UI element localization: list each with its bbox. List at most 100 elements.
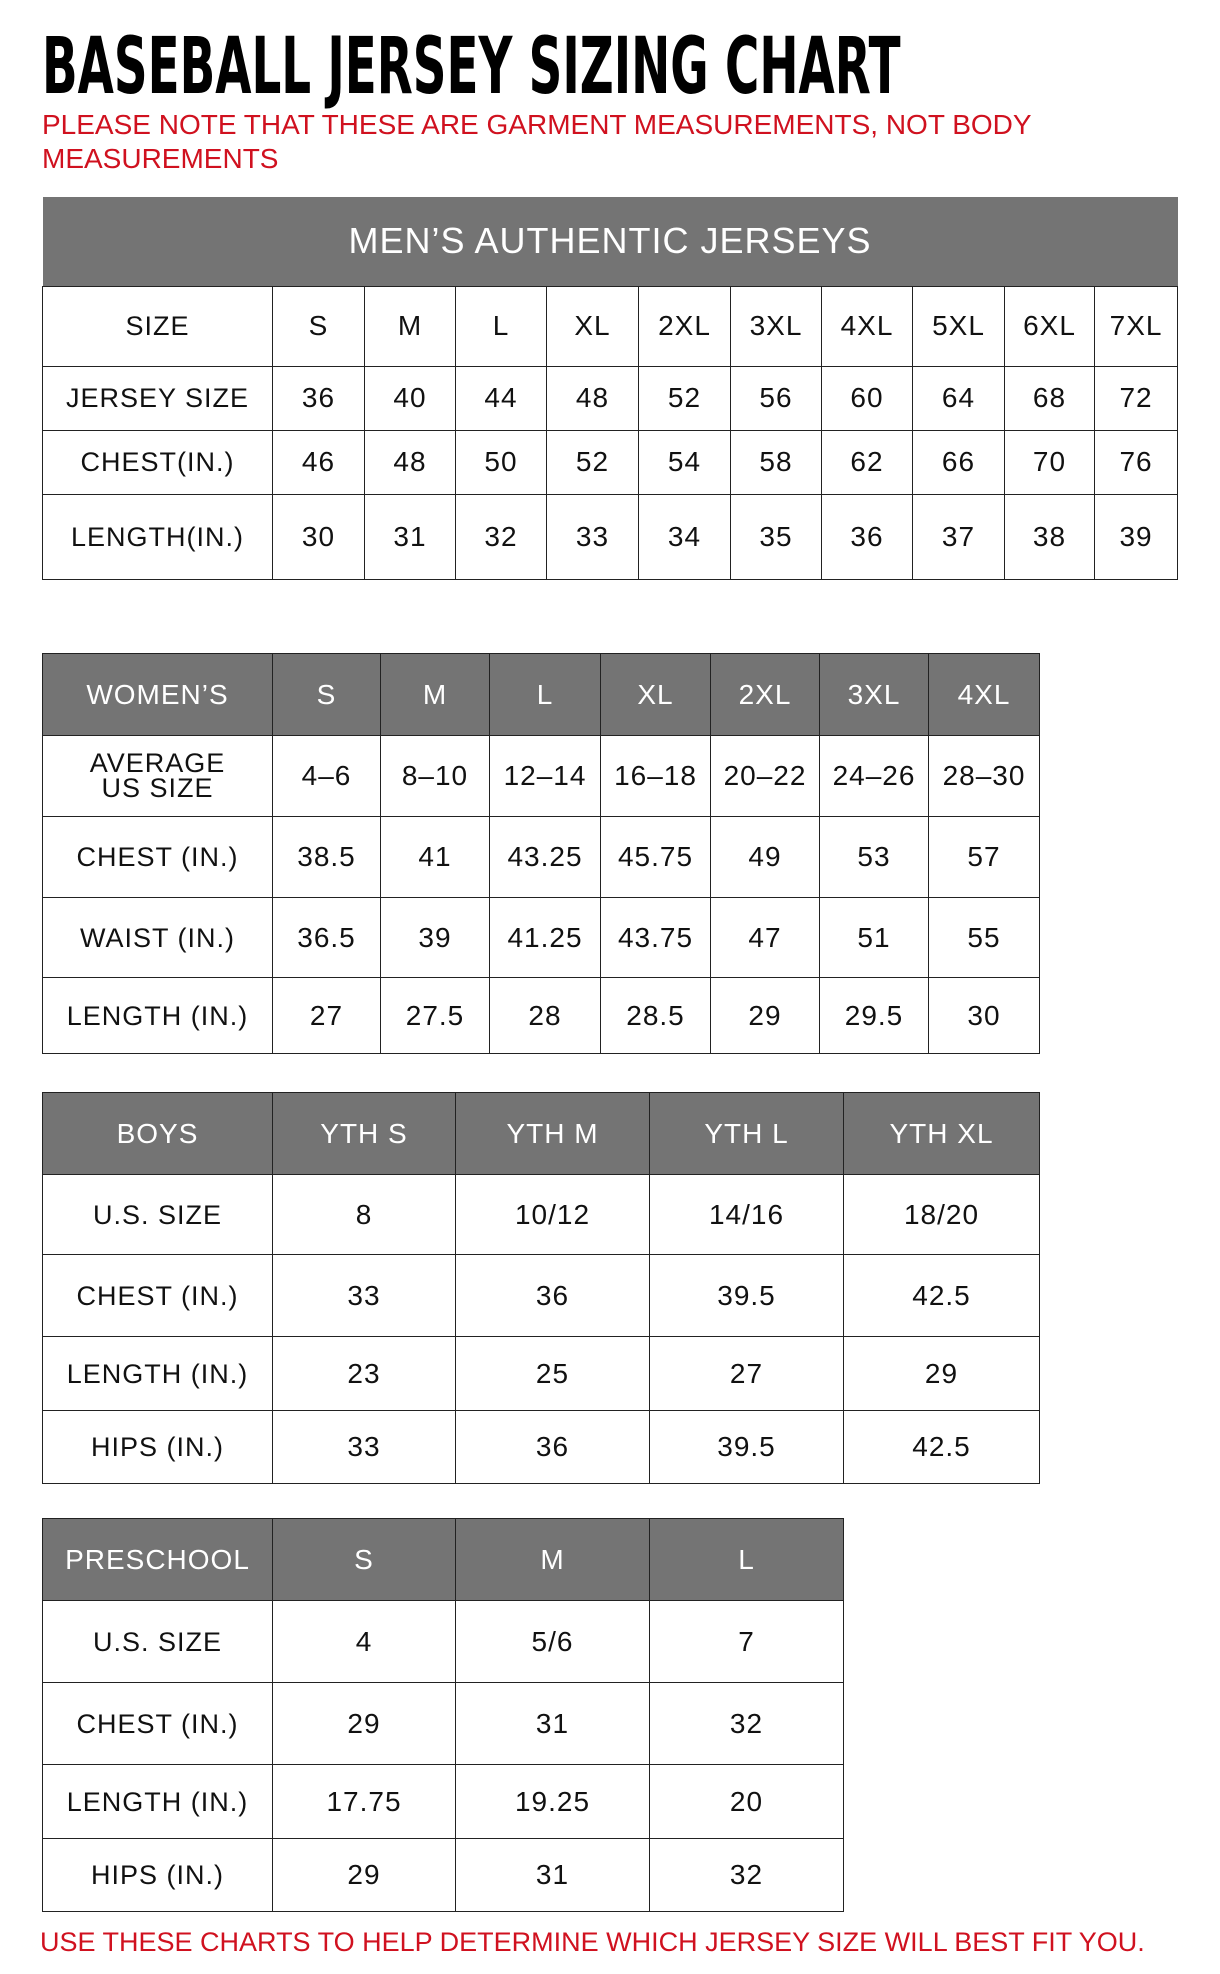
row-label-cell: LENGTH (IN.) bbox=[42, 977, 273, 1054]
value-cell: 7 bbox=[649, 1600, 844, 1683]
value-cell: 20–22 bbox=[710, 735, 820, 817]
value-cell: 8–10 bbox=[380, 735, 490, 817]
table-row: WAIST (IN.) 36.5 39 41.25 43.75 47 51 55 bbox=[42, 897, 1040, 978]
size-header-cell: 4XL bbox=[928, 653, 1040, 736]
value-cell: 42.5 bbox=[843, 1410, 1040, 1484]
header-label-cell: PRESCHOOL bbox=[42, 1518, 273, 1601]
table-row: LENGTH(IN.) 30 31 32 33 34 35 36 37 38 39 bbox=[42, 493, 1179, 580]
size-header-cell: M bbox=[380, 653, 490, 736]
size-header-cell: YTH M bbox=[455, 1092, 650, 1175]
value-cell: 37 bbox=[912, 493, 1005, 580]
size-header-cell: 2XL bbox=[638, 285, 731, 367]
value-cell: 33 bbox=[272, 1410, 456, 1484]
size-header-cell: 4XL bbox=[821, 285, 913, 367]
table-header-row: SIZE S M L XL 2XL 3XL 4XL 5XL 6XL 7XL bbox=[42, 285, 1179, 367]
size-header-cell: L bbox=[455, 285, 547, 367]
value-cell: 44 bbox=[455, 365, 547, 431]
size-header-cell: XL bbox=[546, 285, 639, 367]
value-cell: 10/12 bbox=[455, 1174, 650, 1255]
value-cell: 19.25 bbox=[455, 1764, 650, 1839]
page-title: BASEBALL JERSEY SIZING CHART bbox=[42, 22, 901, 112]
table-row: LENGTH (IN.) 27 27.5 28 28.5 29 29.5 30 bbox=[42, 977, 1040, 1054]
size-header-cell: L bbox=[649, 1518, 844, 1601]
value-cell: 30 bbox=[272, 493, 365, 580]
value-cell: 36 bbox=[272, 365, 365, 431]
row-label-cell: CHEST (IN.) bbox=[42, 1682, 273, 1765]
size-header-cell: S bbox=[272, 653, 381, 736]
value-cell: 18/20 bbox=[843, 1174, 1040, 1255]
value-cell: 56 bbox=[730, 365, 822, 431]
table-header-row: BOYS YTH S YTH M YTH L YTH XL bbox=[42, 1092, 1040, 1175]
garment-measurement-note: PLEASE NOTE THAT THESE ARE GARMENT MEASU… bbox=[42, 109, 1032, 174]
table-row: LENGTH (IN.) 23 25 27 29 bbox=[42, 1336, 1040, 1411]
table-header-row: PRESCHOOL S M L bbox=[42, 1518, 844, 1601]
value-cell: 16–18 bbox=[600, 735, 711, 817]
value-cell: 64 bbox=[912, 365, 1005, 431]
value-cell: 27 bbox=[649, 1336, 844, 1411]
value-cell: 4–6 bbox=[272, 735, 381, 817]
value-cell: 62 bbox=[821, 429, 913, 495]
table-row: CHEST (IN.) 33 36 39.5 42.5 bbox=[42, 1254, 1040, 1337]
value-cell: 32 bbox=[649, 1682, 844, 1765]
value-cell: 55 bbox=[928, 897, 1040, 978]
row-label-cell: CHEST (IN.) bbox=[42, 816, 273, 898]
value-cell: 27.5 bbox=[380, 977, 490, 1054]
value-cell: 39 bbox=[380, 897, 490, 978]
table-row: CHEST(IN.) 46 48 50 52 54 58 62 66 70 76 bbox=[42, 429, 1179, 495]
value-cell: 39 bbox=[1093, 493, 1179, 580]
value-cell: 52 bbox=[638, 365, 731, 431]
value-cell: 36 bbox=[455, 1410, 650, 1484]
value-cell: 31 bbox=[455, 1682, 650, 1765]
mens-table-title: MEN’S AUTHENTIC JERSEYS bbox=[42, 197, 1178, 287]
value-cell: 29 bbox=[272, 1682, 456, 1765]
value-cell: 70 bbox=[1004, 429, 1095, 495]
value-cell: 32 bbox=[455, 493, 547, 580]
value-cell: 23 bbox=[272, 1336, 456, 1411]
table-row: HIPS (IN.) 33 36 39.5 42.5 bbox=[42, 1410, 1040, 1484]
value-cell: 34 bbox=[638, 493, 731, 580]
value-cell: 60 bbox=[821, 365, 913, 431]
table-row: AVERAGE US SIZE 4–6 8–10 12–14 16–18 20–22 24–… bbox=[42, 735, 1040, 817]
row-label-cell: JERSEY SIZE bbox=[42, 365, 273, 431]
value-cell: 39.5 bbox=[649, 1254, 844, 1337]
value-cell: 31 bbox=[455, 1838, 650, 1912]
size-header-cell: M bbox=[455, 1518, 650, 1601]
value-cell: 29 bbox=[843, 1336, 1040, 1411]
value-cell: 28–30 bbox=[928, 735, 1040, 817]
header-label-cell: SIZE bbox=[42, 285, 273, 367]
header-label-cell: BOYS bbox=[42, 1092, 273, 1175]
table-row: CHEST (IN.) 29 31 32 bbox=[42, 1682, 844, 1765]
value-cell: 76 bbox=[1093, 429, 1179, 495]
value-cell: 29 bbox=[710, 977, 820, 1054]
size-header-cell: 3XL bbox=[730, 285, 822, 367]
table-header-row: WOMEN’S S M L XL 2XL 3XL 4XL bbox=[42, 653, 1040, 736]
value-cell: 46 bbox=[272, 429, 365, 495]
value-cell: 66 bbox=[912, 429, 1005, 495]
value-cell: 52 bbox=[546, 429, 639, 495]
value-cell: 35 bbox=[730, 493, 822, 580]
value-cell: 58 bbox=[730, 429, 822, 495]
value-cell: 33 bbox=[546, 493, 639, 580]
size-header-cell: 2XL bbox=[710, 653, 820, 736]
row-label-cell: HIPS (IN.) bbox=[42, 1838, 273, 1912]
row-label-cell: HIPS (IN.) bbox=[42, 1410, 273, 1484]
size-header-cell: YTH S bbox=[272, 1092, 456, 1175]
value-cell: 68 bbox=[1004, 365, 1095, 431]
value-cell: 28 bbox=[489, 977, 601, 1054]
size-header-cell: S bbox=[272, 285, 365, 367]
value-cell: 43.75 bbox=[600, 897, 711, 978]
value-cell: 14/16 bbox=[649, 1174, 844, 1255]
value-cell: 47 bbox=[710, 897, 820, 978]
value-cell: 41.25 bbox=[489, 897, 601, 978]
value-cell: 28.5 bbox=[600, 977, 711, 1054]
size-header-cell: YTH L bbox=[649, 1092, 844, 1175]
size-header-cell: L bbox=[489, 653, 601, 736]
value-cell: 48 bbox=[364, 429, 456, 495]
value-cell: 5/6 bbox=[455, 1600, 650, 1683]
row-label-cell: CHEST(IN.) bbox=[42, 429, 273, 495]
table-row: JERSEY SIZE 36 40 44 48 52 56 60 64 68 72 bbox=[42, 365, 1179, 431]
womens-size-table: WOMEN’S S M L XL 2XL 3XL 4XL AVERAGE US SIZE 4–6 8… bbox=[42, 653, 1040, 1054]
value-cell: 8 bbox=[272, 1174, 456, 1255]
row-label-cell: LENGTH (IN.) bbox=[42, 1764, 273, 1839]
value-cell: 30 bbox=[928, 977, 1040, 1054]
